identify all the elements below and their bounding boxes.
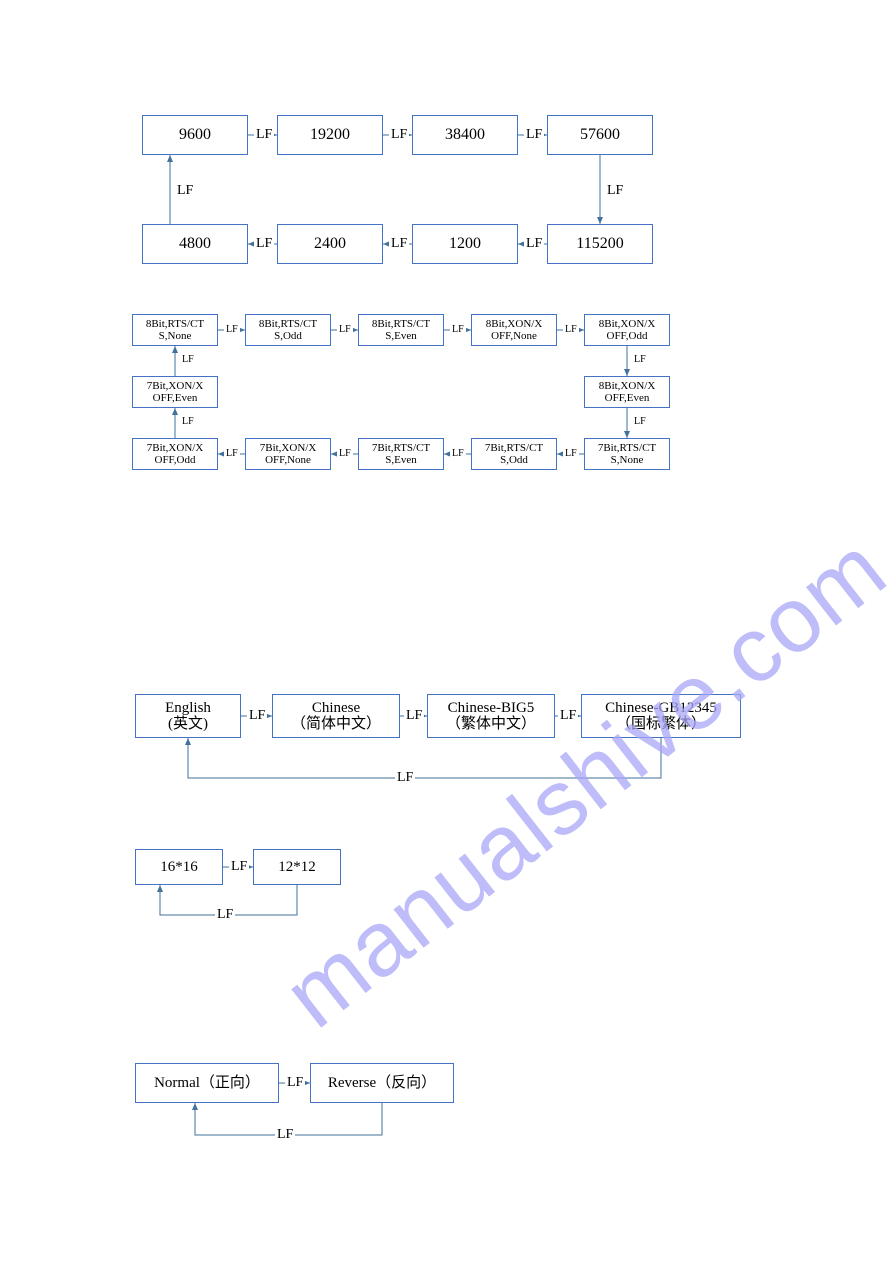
serial-config-cycle-node: 8Bit,RTS/CT S,Even	[358, 314, 444, 346]
edge-label: LF	[450, 448, 466, 459]
edge-label: LF	[180, 416, 196, 427]
font-size-cycle-node: 16*16	[135, 849, 223, 885]
edge-label: LF	[563, 448, 579, 459]
direction-cycle-node: Reverse（反向）	[310, 1063, 454, 1103]
baud-rate-cycle-node: 57600	[547, 115, 653, 155]
edge-label: LF	[247, 708, 267, 724]
edge-label: LF	[175, 183, 195, 199]
edge-label: LF	[389, 236, 409, 252]
edge-label: LF	[224, 324, 240, 335]
language-cycle-node: English (英文)	[135, 694, 241, 738]
baud-rate-cycle-node: 19200	[277, 115, 383, 155]
edge-label: LF	[632, 416, 648, 427]
baud-rate-cycle-node: 4800	[142, 224, 248, 264]
edge-label: LF	[224, 448, 240, 459]
serial-config-cycle-node: 7Bit,XON/X OFF,Even	[132, 376, 218, 408]
edge-label: LF	[275, 1127, 295, 1143]
baud-rate-cycle-node: 115200	[547, 224, 653, 264]
edge-label: LF	[337, 324, 353, 335]
edge-label: LF	[395, 770, 415, 786]
baud-rate-cycle-node: 9600	[142, 115, 248, 155]
serial-config-cycle-node: 8Bit,XON/X OFF,None	[471, 314, 557, 346]
edge-label: LF	[389, 127, 409, 143]
edge-label: LF	[632, 354, 648, 365]
edge-label: LF	[524, 127, 544, 143]
edge-label: LF	[254, 236, 274, 252]
serial-config-cycle-node: 7Bit,XON/X OFF,None	[245, 438, 331, 470]
serial-config-cycle-node: 7Bit,RTS/CT S,Even	[358, 438, 444, 470]
language-cycle-node: Chinese-GB12345 （国标繁体）	[581, 694, 741, 738]
edge-label: LF	[524, 236, 544, 252]
edge-label: LF	[229, 859, 249, 875]
direction-cycle-node: Normal（正向）	[135, 1063, 279, 1103]
edge-label: LF	[337, 448, 353, 459]
font-size-cycle-node: 12*12	[253, 849, 341, 885]
edge-label: LF	[563, 324, 579, 335]
baud-rate-cycle-node: 1200	[412, 224, 518, 264]
edge-label: LF	[450, 324, 466, 335]
serial-config-cycle-node: 7Bit,RTS/CT S,None	[584, 438, 670, 470]
edge-label: LF	[215, 907, 235, 923]
serial-config-cycle-node: 7Bit,RTS/CT S,Odd	[471, 438, 557, 470]
serial-config-cycle-node: 7Bit,XON/X OFF,Odd	[132, 438, 218, 470]
edge-label: LF	[180, 354, 196, 365]
edge-label: LF	[558, 708, 578, 724]
edge-label: LF	[285, 1075, 305, 1091]
serial-config-cycle-node: 8Bit,XON/X OFF,Odd	[584, 314, 670, 346]
edge-label: LF	[404, 708, 424, 724]
baud-rate-cycle-node: 38400	[412, 115, 518, 155]
language-cycle-node: Chinese-BIG5 （繁体中文）	[427, 694, 555, 738]
watermark: manualshive.com	[265, 516, 893, 1049]
edge-label: LF	[254, 127, 274, 143]
baud-rate-cycle-node: 2400	[277, 224, 383, 264]
serial-config-cycle-node: 8Bit,RTS/CT S,Odd	[245, 314, 331, 346]
serial-config-cycle-node: 8Bit,XON/X OFF,Even	[584, 376, 670, 408]
serial-config-cycle-node: 8Bit,RTS/CT S,None	[132, 314, 218, 346]
language-cycle-node: Chinese （简体中文）	[272, 694, 400, 738]
edge-label: LF	[605, 183, 625, 199]
